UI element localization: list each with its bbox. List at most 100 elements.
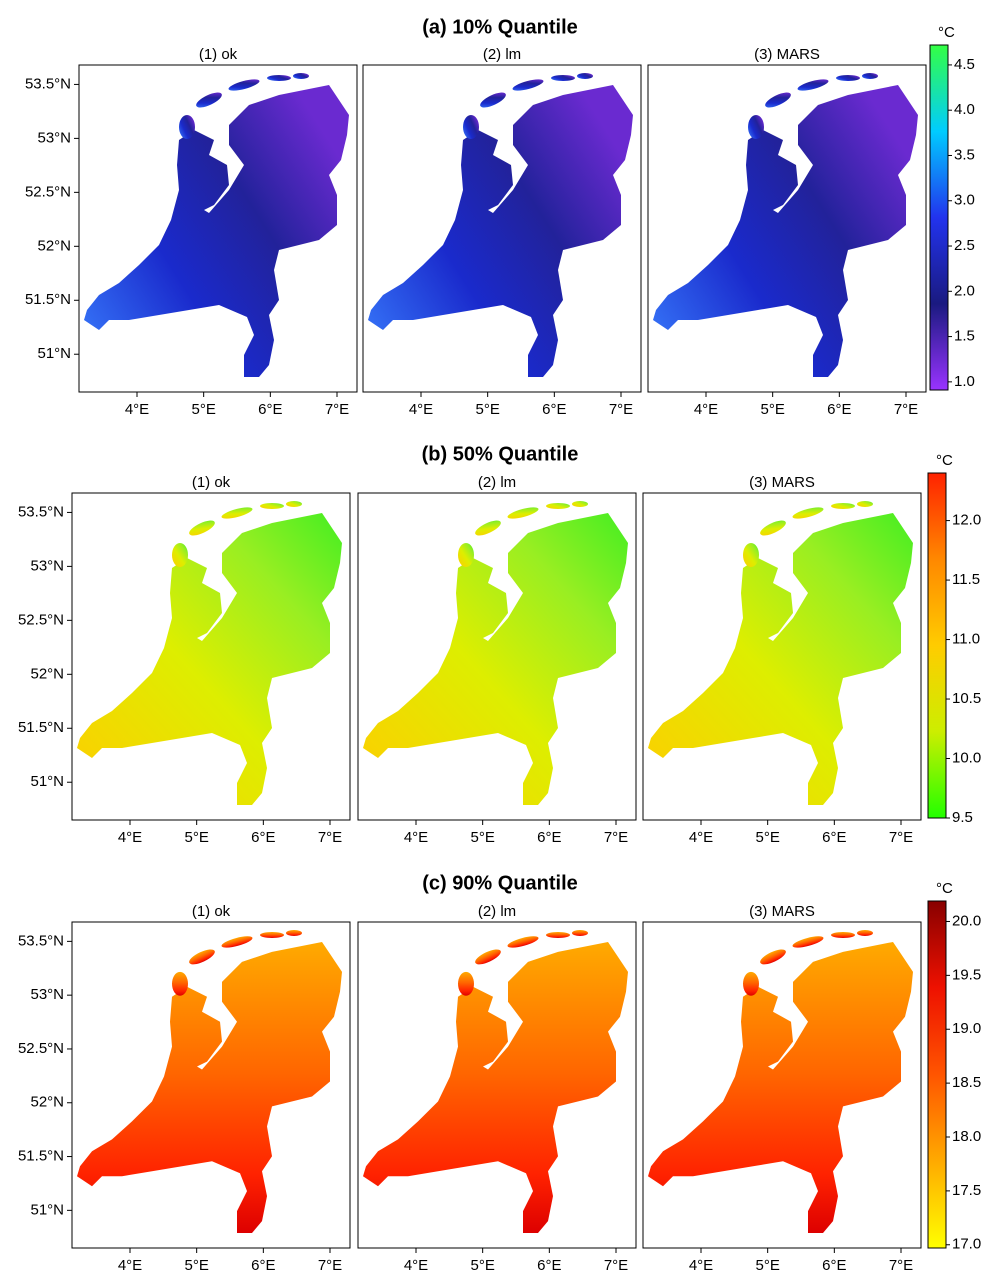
map [77, 501, 342, 805]
x-tick-label: 4°E [404, 829, 428, 846]
colorbar-tick-label: 19.5 [952, 966, 981, 983]
colorbar-tick-label: 1.5 [954, 328, 975, 345]
panel-title: (1) ok [192, 903, 231, 920]
panel-frame [647, 64, 927, 393]
colorbar-unit: °C [938, 24, 955, 41]
colorbar-tick-label: 12.0 [952, 512, 981, 529]
panel-frame [357, 921, 637, 1249]
y-tick-label: 51.5°N [18, 1148, 64, 1165]
panel-title: (2) lm [483, 46, 521, 63]
x-tick-label: 6°E [537, 1257, 561, 1273]
colorbar [929, 44, 949, 391]
y-tick-label: 51°N [30, 773, 64, 790]
x-tick-label: 5°E [184, 1257, 208, 1273]
colorbar-unit: °C [936, 452, 953, 469]
y-tick-label: 52°N [30, 1094, 64, 1111]
x-tick-label: 6°E [251, 829, 275, 846]
x-tick-label: 5°E [470, 1257, 494, 1273]
colorbar-tick-label: 4.0 [954, 101, 975, 118]
colorbar-tick-label: 1.0 [954, 373, 975, 390]
x-tick-label: 5°E [191, 401, 215, 418]
y-tick-label: 53.5°N [25, 75, 71, 92]
panel-frame [71, 921, 351, 1249]
y-tick-label: 52°N [30, 665, 64, 682]
row-title: (c) 90% Quantile [422, 872, 578, 894]
panel-title: (1) ok [192, 474, 231, 491]
x-tick-label: 4°E [118, 1257, 142, 1273]
x-tick-label: 6°E [822, 1257, 846, 1273]
map [77, 929, 342, 1234]
y-tick-label: 53.5°N [18, 932, 64, 949]
colorbar-tick-label: 17.0 [952, 1236, 981, 1253]
x-tick-label: 7°E [604, 829, 628, 846]
x-tick-label: 5°E [470, 829, 494, 846]
colorbar-tick-label: 2.5 [954, 237, 975, 254]
panel-frame [78, 64, 358, 393]
colorbar-tick-label: 18.0 [952, 1128, 981, 1145]
y-tick-label: 53°N [37, 129, 71, 146]
panel-frame [357, 492, 637, 821]
y-tick-label: 51.5°N [18, 719, 64, 736]
x-tick-label: 5°E [755, 1257, 779, 1273]
x-tick-label: 6°E [251, 1257, 275, 1273]
map [84, 73, 349, 377]
y-tick-label: 51.5°N [25, 291, 71, 308]
map [368, 73, 633, 377]
y-tick-label: 53°N [30, 557, 64, 574]
y-tick-label: 52°N [37, 237, 71, 254]
x-tick-label: 7°E [318, 829, 342, 846]
colorbar-tick-label: 10.0 [952, 749, 981, 766]
panel-frame [71, 492, 351, 821]
panel-frame [642, 492, 922, 821]
colorbar-tick-label: 11.0 [952, 631, 980, 648]
map [648, 929, 913, 1234]
colorbar-tick-label: 17.5 [952, 1182, 981, 1199]
colorbar [927, 900, 947, 1249]
panel-frame [362, 64, 642, 393]
colorbar-tick-label: 9.5 [952, 809, 973, 826]
y-tick-label: 51°N [37, 345, 71, 362]
x-tick-label: 7°E [325, 401, 349, 418]
panel-title: (1) ok [199, 46, 238, 63]
colorbar-tick-label: 3.5 [954, 146, 975, 163]
panel-title: (3) MARS [749, 474, 815, 491]
x-tick-label: 4°E [404, 1257, 428, 1273]
panel-title: (3) MARS [749, 903, 815, 920]
colorbar-tick-label: 3.0 [954, 192, 975, 209]
panel-title: (2) lm [478, 903, 516, 920]
colorbar-tick-label: 19.0 [952, 1020, 981, 1037]
x-tick-label: 5°E [755, 829, 779, 846]
colorbar-tick-label: 4.5 [954, 56, 975, 73]
map [648, 501, 913, 805]
x-tick-label: 4°E [409, 401, 433, 418]
colorbar-tick-label: 18.5 [952, 1074, 981, 1091]
x-tick-label: 5°E [475, 401, 499, 418]
x-tick-label: 4°E [125, 401, 149, 418]
x-tick-label: 5°E [760, 401, 784, 418]
x-tick-label: 6°E [827, 401, 851, 418]
y-tick-label: 52.5°N [18, 611, 64, 628]
x-tick-label: 4°E [118, 829, 142, 846]
y-tick-label: 52.5°N [25, 183, 71, 200]
x-tick-label: 4°E [694, 401, 718, 418]
x-tick-label: 6°E [542, 401, 566, 418]
x-tick-label: 6°E [537, 829, 561, 846]
y-tick-label: 51°N [30, 1201, 64, 1218]
colorbar-tick-label: 11.5 [952, 571, 980, 588]
x-tick-label: 7°E [604, 1257, 628, 1273]
colorbar-tick-label: 2.0 [954, 282, 975, 299]
x-tick-label: 5°E [184, 829, 208, 846]
colorbar-tick-label: 10.5 [952, 690, 981, 707]
x-tick-label: 7°E [609, 401, 633, 418]
x-tick-label: 7°E [318, 1257, 342, 1273]
x-tick-label: 6°E [258, 401, 282, 418]
x-tick-label: 7°E [889, 829, 913, 846]
row-title: (b) 50% Quantile [422, 443, 579, 465]
y-tick-label: 53.5°N [18, 503, 64, 520]
y-tick-label: 52.5°N [18, 1040, 64, 1057]
panel-title: (3) MARS [754, 46, 820, 63]
panel-title: (2) lm [478, 474, 516, 491]
x-tick-label: 6°E [822, 829, 846, 846]
map [363, 501, 628, 805]
